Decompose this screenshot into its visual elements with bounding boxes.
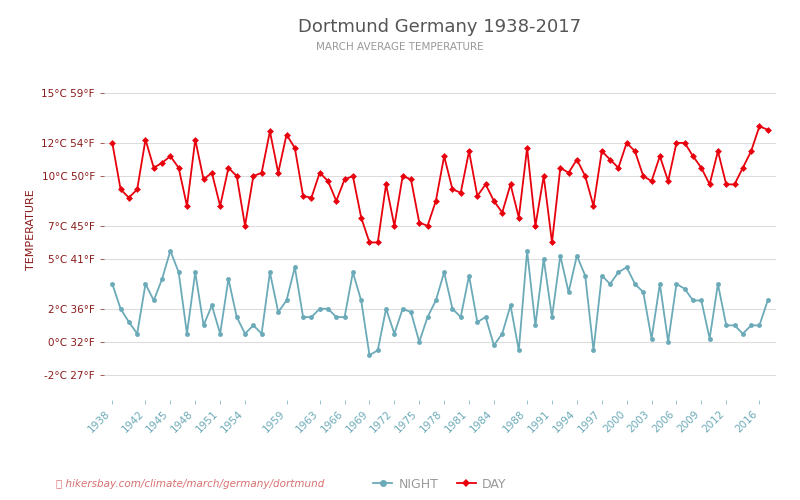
Legend: NIGHT, DAY: NIGHT, DAY xyxy=(369,472,511,496)
NIGHT xyxy=(572,252,582,258)
DAY xyxy=(564,170,574,176)
NIGHT xyxy=(514,347,524,353)
DAY xyxy=(506,182,515,188)
NIGHT xyxy=(414,339,424,345)
DAY xyxy=(514,214,524,220)
Title: Dortmund Germany 1938-2017: Dortmund Germany 1938-2017 xyxy=(298,18,582,36)
Y-axis label: TEMPERATURE: TEMPERATURE xyxy=(26,190,36,270)
DAY xyxy=(754,124,764,130)
Text: 📍 hikersbay.com/climate/march/germany/dortmund: 📍 hikersbay.com/climate/march/germany/do… xyxy=(56,479,324,489)
NIGHT xyxy=(763,298,773,304)
NIGHT xyxy=(522,248,532,254)
DAY xyxy=(365,240,374,246)
NIGHT xyxy=(547,314,557,320)
DAY xyxy=(697,165,706,171)
NIGHT xyxy=(107,281,117,287)
NIGHT xyxy=(365,352,374,358)
Line: NIGHT: NIGHT xyxy=(110,248,770,358)
NIGHT xyxy=(705,336,714,342)
DAY xyxy=(763,126,773,132)
Line: DAY: DAY xyxy=(110,124,770,245)
DAY xyxy=(539,173,549,179)
DAY xyxy=(406,176,416,182)
DAY xyxy=(107,140,117,146)
NIGHT xyxy=(166,248,175,254)
Text: MARCH AVERAGE TEMPERATURE: MARCH AVERAGE TEMPERATURE xyxy=(316,42,484,52)
